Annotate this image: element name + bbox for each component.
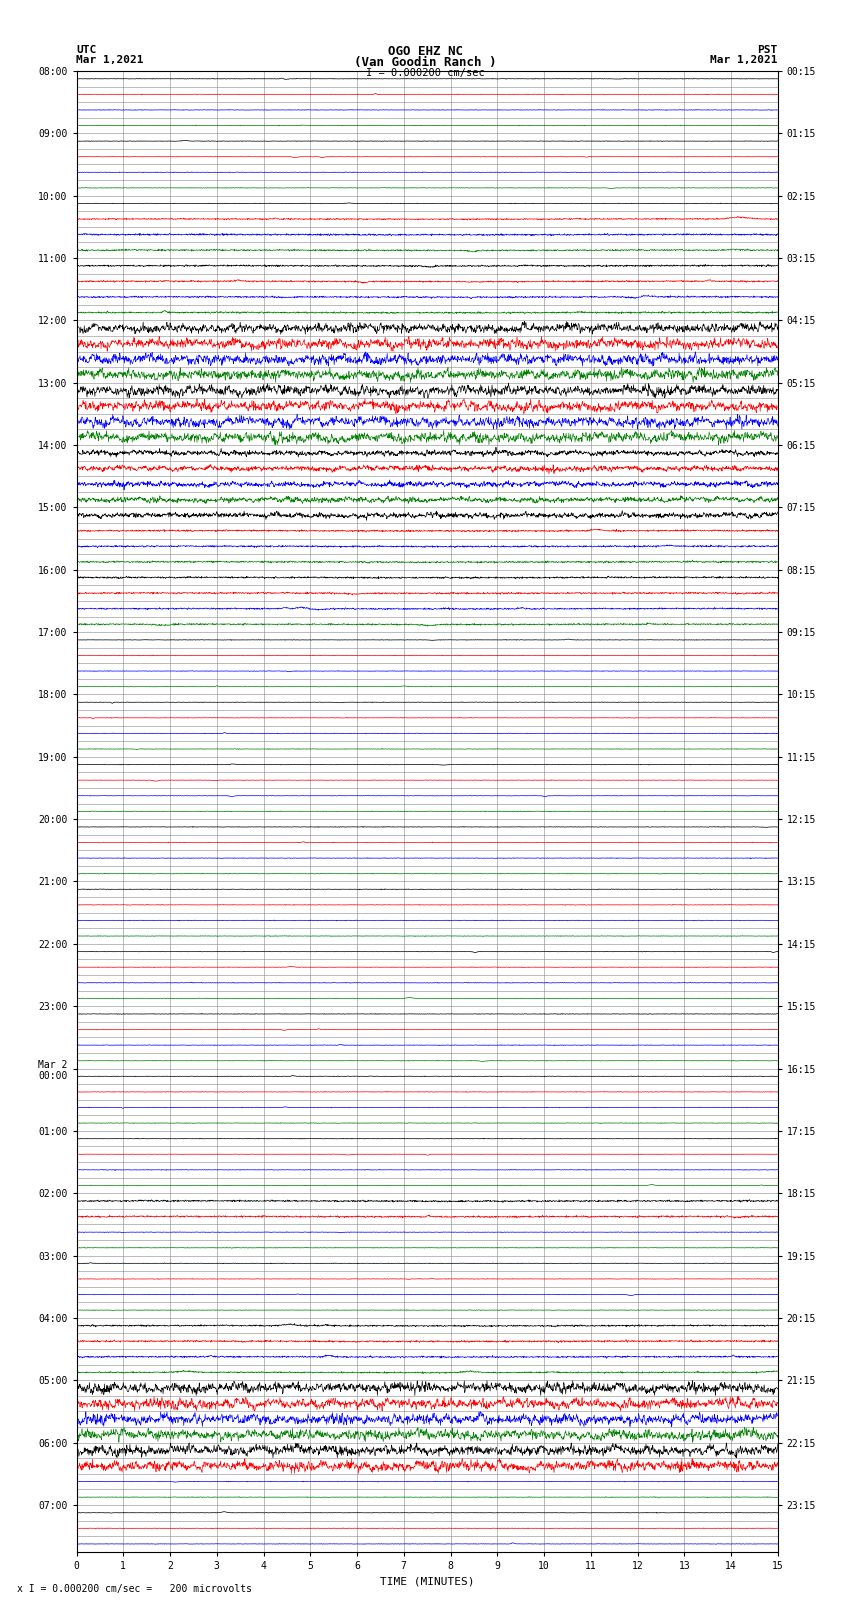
X-axis label: TIME (MINUTES): TIME (MINUTES) xyxy=(380,1576,474,1586)
Text: Mar 1,2021: Mar 1,2021 xyxy=(711,55,778,65)
Text: (Van Goodin Ranch ): (Van Goodin Ranch ) xyxy=(354,56,496,69)
Text: I = 0.000200 cm/sec: I = 0.000200 cm/sec xyxy=(366,68,484,77)
Text: Mar 1,2021: Mar 1,2021 xyxy=(76,55,144,65)
Text: PST: PST xyxy=(757,45,778,55)
Text: UTC: UTC xyxy=(76,45,97,55)
Text: OGO EHZ NC: OGO EHZ NC xyxy=(388,45,462,58)
Text: x I = 0.000200 cm/sec =   200 microvolts: x I = 0.000200 cm/sec = 200 microvolts xyxy=(17,1584,252,1594)
